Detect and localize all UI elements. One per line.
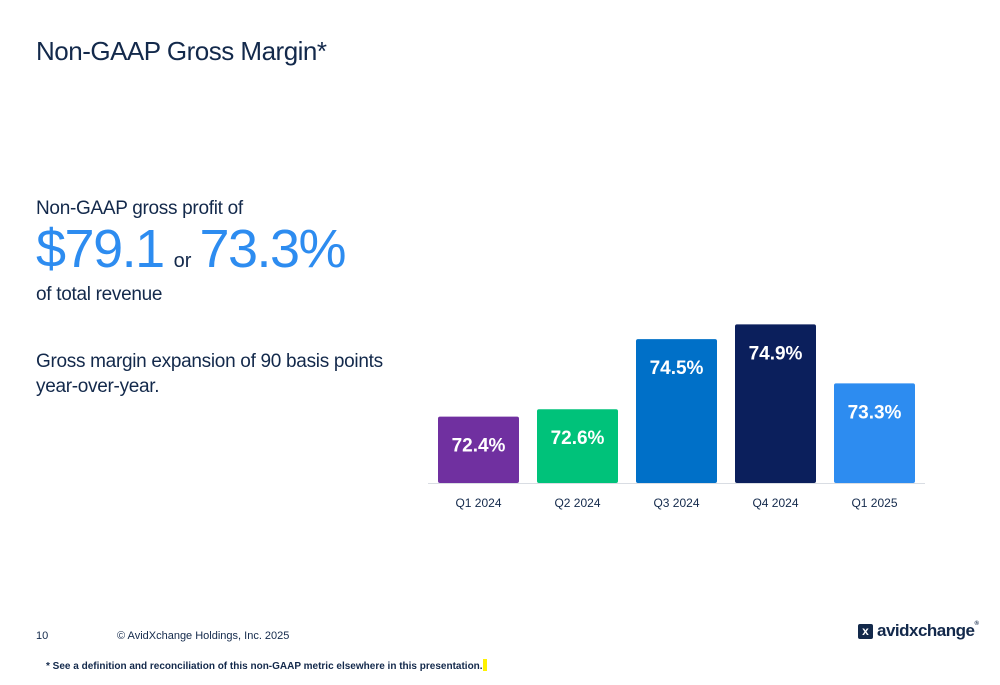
x-tick-label: Q1 2024 — [455, 496, 501, 510]
page-number: 10 — [36, 630, 49, 642]
bar-q4-2024 — [735, 324, 816, 483]
logo-name: avidxchange — [877, 621, 975, 640]
copyright-text: © AvidXchange Holdings, Inc. 2025 — [117, 630, 290, 642]
gross-margin-percent: 73.3% — [199, 219, 346, 279]
logo-x-icon: x — [858, 623, 873, 639]
data-label: 72.6% — [551, 428, 605, 449]
summary-outro: of total revenue — [36, 284, 163, 305]
summary-intro: Non-GAAP gross profit of — [36, 198, 243, 219]
bar-q1-2024 — [438, 416, 519, 483]
bar-q2-2024 — [537, 409, 618, 483]
slide-title: Non-GAAP Gross Margin* — [36, 36, 327, 66]
x-tick-label: Q2 2024 — [554, 496, 600, 510]
gross-profit-amount: $79.1 — [36, 219, 165, 279]
highlight-mark — [482, 659, 487, 671]
summary-connector: or — [173, 250, 192, 272]
data-label: 72.4% — [452, 436, 506, 457]
summary-panel: Non-GAAP gross profit of $79.1 or 73.3% of… — [36, 198, 416, 399]
data-label: 73.3% — [848, 402, 902, 423]
x-tick-label: Q3 2024 — [653, 496, 699, 510]
x-tick-label: Q1 2025 — [851, 496, 897, 510]
data-label: 74.9% — [749, 343, 803, 364]
summary-headline: $79.1 or 73.3% — [36, 222, 416, 276]
footnote-text: * See a definition and reconciliation of… — [46, 661, 483, 672]
margin-expansion-note: Gross margin expansion of 90 basis point… — [36, 351, 383, 397]
avidxchange-logo: x avidxchange® — [858, 621, 979, 641]
data-label: 74.5% — [650, 358, 704, 379]
bar-q3-2024 — [636, 339, 717, 483]
logo-trademark: ® — [974, 621, 979, 627]
bar-q1-2025 — [834, 383, 915, 483]
gross-margin-bar-chart: 72.4% Q1 2024 72.6% Q2 2024 74.5% Q3 2024 74.9… — [428, 324, 925, 510]
x-tick-label: Q4 2024 — [752, 496, 798, 510]
footnote: * See a definition and reconciliation of… — [46, 659, 487, 672]
logo-wordmark: avidxchange® — [877, 621, 979, 641]
